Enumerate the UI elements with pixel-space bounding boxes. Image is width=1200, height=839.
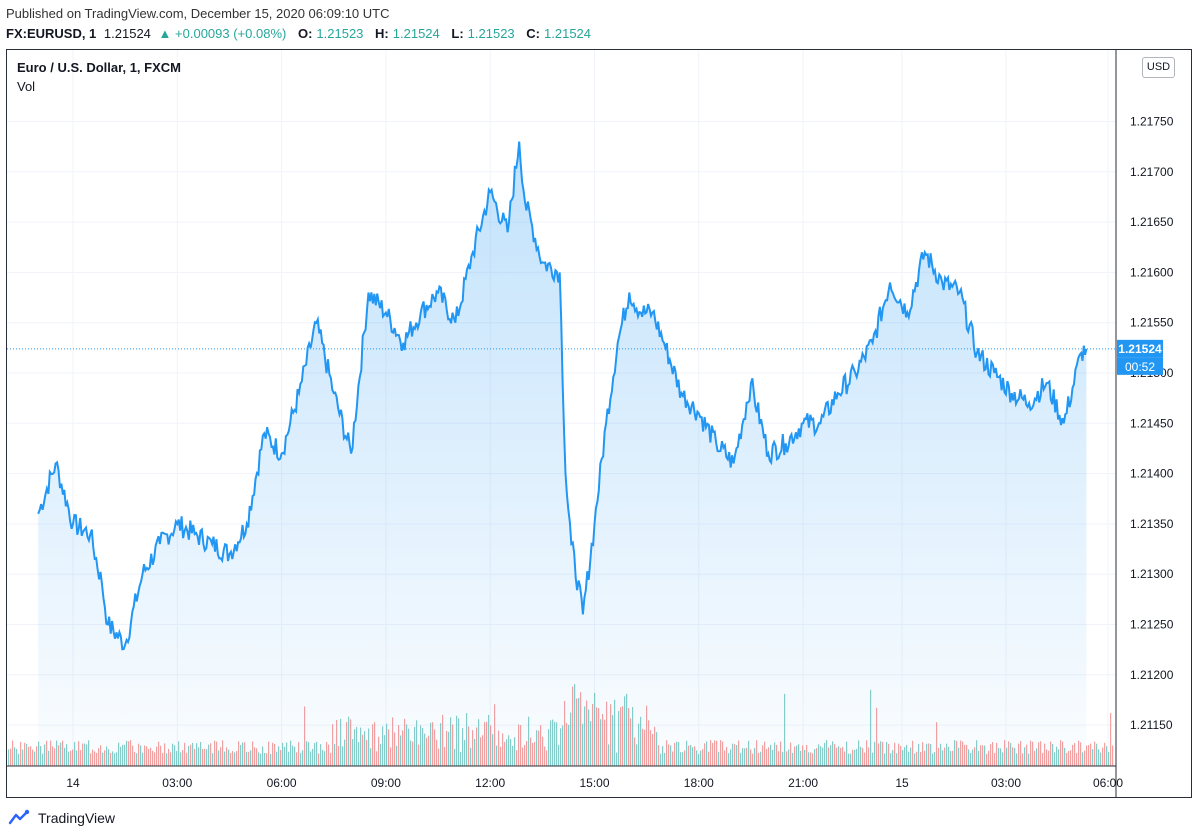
volume-bar <box>22 749 24 766</box>
open-field: O: 1.21523 <box>297 26 364 41</box>
y-tick-label: 1.21600 <box>1130 265 1174 279</box>
volume-bar <box>1112 745 1114 766</box>
x-tick-label: 03:00 <box>162 776 192 790</box>
x-tick-label: 14 <box>66 776 80 790</box>
last-price-tag: 1.21524 00:52 <box>1117 339 1163 375</box>
footer-brand-label: TradingView <box>38 810 116 826</box>
last-price-tag-bg <box>1117 339 1163 358</box>
volume-bar <box>34 751 36 766</box>
volume-bar <box>1086 745 1088 766</box>
x-tick-label: 15 <box>895 776 909 790</box>
y-tick-label: 1.21650 <box>1130 215 1174 229</box>
volume-bar <box>16 748 18 766</box>
y-tick-label: 1.21450 <box>1130 416 1174 430</box>
x-tick-label: 15:00 <box>579 776 609 790</box>
x-tick-label: 06:00 <box>1093 776 1123 790</box>
published-line: Published on TradingView.com, December 1… <box>6 6 390 21</box>
last-price: 1.21524 <box>103 26 151 41</box>
volume-bar <box>14 747 16 766</box>
volume-bar <box>12 740 14 766</box>
currency-button[interactable]: USD <box>1142 57 1175 78</box>
x-tick-label: 18:00 <box>684 776 714 790</box>
countdown-tag-bg <box>1117 357 1163 375</box>
price-line <box>37 141 1088 651</box>
x-tick-label: 12:00 <box>475 776 505 790</box>
change-text: +0.00093 (+0.08%) <box>175 26 287 41</box>
x-tick-label: 06:00 <box>267 776 297 790</box>
y-tick-label: 1.21300 <box>1130 567 1174 581</box>
price-area-fill <box>38 141 1087 766</box>
volume-bar <box>1096 743 1098 766</box>
volume-bar <box>1090 743 1092 766</box>
y-tick-label: 1.21250 <box>1130 618 1174 632</box>
volume-bar <box>1106 746 1108 766</box>
volume-bar <box>10 748 12 766</box>
y-tick-label: 1.21150 <box>1130 718 1173 732</box>
legend-title[interactable]: Euro / U.S. Dollar, 1, FXCM <box>17 60 181 75</box>
countdown-label: 00:52 <box>1125 360 1155 374</box>
ohlc-line: FX:EURUSD, 1 1.21524 ▲ +0.00093 (+0.08%)… <box>6 26 599 41</box>
x-tick-label: 21:00 <box>788 776 818 790</box>
change-value: ▲ +0.00093 (+0.08%) <box>158 26 287 41</box>
volume-bar <box>1094 741 1096 766</box>
high-field: H: 1.21524 <box>375 26 440 41</box>
volume-bar <box>8 749 10 766</box>
symbol[interactable]: FX:EURUSD, 1 <box>6 26 97 41</box>
footer-brand[interactable]: TradingView <box>8 809 115 827</box>
chart-frame <box>6 49 1192 798</box>
volume-bar <box>1092 749 1094 766</box>
low-field: L: 1.21523 <box>451 26 515 41</box>
volume-bar <box>32 749 34 766</box>
y-tick-label: 1.21700 <box>1130 165 1174 179</box>
y-tick-label: 1.21550 <box>1130 316 1174 330</box>
volume-bar <box>30 746 32 766</box>
volume-bar <box>26 743 28 766</box>
y-tick-label: 1.21350 <box>1130 517 1174 531</box>
close-field: C: 1.21524 <box>526 26 592 41</box>
volume-bar <box>20 741 22 766</box>
volume-bar <box>1104 742 1106 766</box>
x-tick-label: 09:00 <box>371 776 401 790</box>
volume-bar <box>1100 752 1102 766</box>
volume-bar <box>1110 713 1112 766</box>
volume-bar <box>18 753 20 766</box>
y-tick-label: 1.21750 <box>1130 115 1174 129</box>
volume-bar <box>1088 745 1090 766</box>
tradingview-logo-icon <box>8 809 30 825</box>
time-axis: 14 03:00 06:00 09:00 12:00 15:00 18:00 21:00 15 0… <box>66 776 1123 790</box>
volume-bar <box>1108 751 1110 766</box>
volume-bar <box>36 746 38 766</box>
y-tick-label: 1.21400 <box>1130 467 1174 481</box>
legend-vol[interactable]: Vol <box>17 79 36 94</box>
volume-bar <box>24 742 26 766</box>
y-tick-label: 1.21200 <box>1130 668 1174 682</box>
volume-bar <box>28 746 30 766</box>
last-price-tag-label: 1.21524 <box>1118 342 1162 356</box>
volume-bar <box>1098 749 1100 766</box>
x-tick-label: 03:00 <box>991 776 1021 790</box>
price-axis: 1.217501.217001.216501.216001.215501.215… <box>1130 115 1174 733</box>
volume-bar <box>1102 747 1104 766</box>
